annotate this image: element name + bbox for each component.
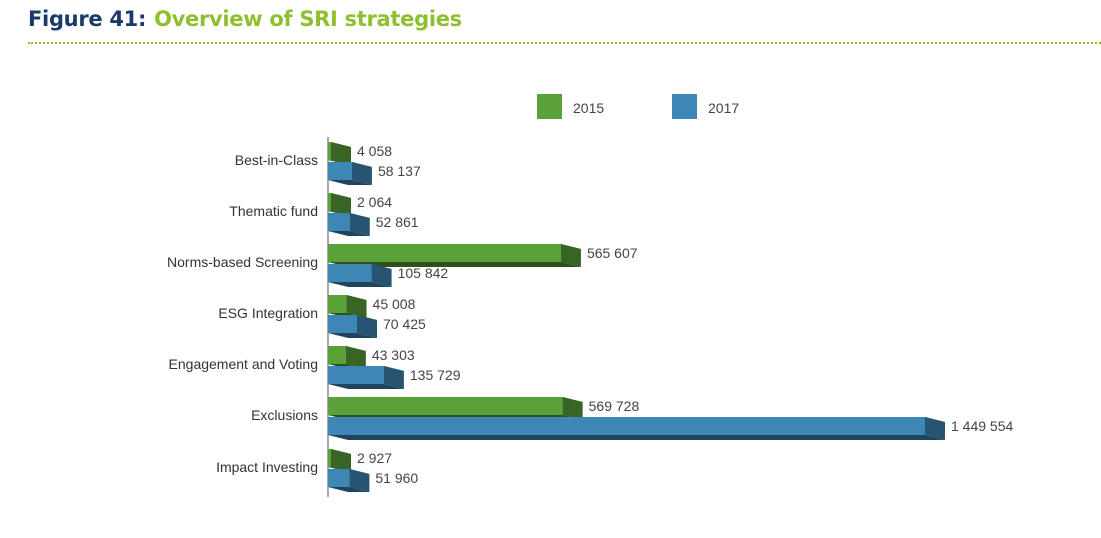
value-label-2015: 45 008 xyxy=(373,296,416,312)
bar-2015 xyxy=(328,244,581,267)
category-label: Impact Investing xyxy=(216,459,318,475)
value-label-2015: 43 303 xyxy=(372,347,415,363)
bar-2015 xyxy=(328,193,351,216)
figure-title: Overview of SRI strategies xyxy=(154,7,462,31)
legend-label-2017: 2017 xyxy=(708,100,739,116)
value-label-2017: 51 960 xyxy=(375,470,418,486)
bar-2017 xyxy=(328,366,404,389)
value-label-2017: 52 861 xyxy=(376,214,419,230)
value-label-2015: 565 607 xyxy=(587,245,638,261)
value-label-2017: 135 729 xyxy=(410,367,461,383)
bar-2015 xyxy=(328,142,351,165)
value-label-2015: 569 728 xyxy=(589,398,640,414)
value-label-2015: 2 927 xyxy=(357,450,392,466)
category-label: ESG Integration xyxy=(218,305,318,321)
figure-number: Figure 41: xyxy=(28,7,147,31)
value-label-2015: 4 058 xyxy=(357,143,392,159)
category-label: Norms-based Screening xyxy=(167,254,318,270)
value-label-2017: 1 449 554 xyxy=(951,418,1013,434)
bar-2017 xyxy=(328,213,370,236)
bar-2015 xyxy=(328,295,367,318)
dotted-divider xyxy=(28,42,1101,44)
legend-swatch-2017 xyxy=(672,94,697,119)
category-label: Best-in-Class xyxy=(235,152,318,168)
bar-2015 xyxy=(328,346,366,369)
bar-2017 xyxy=(328,469,370,492)
bar-2017 xyxy=(328,162,372,185)
legend-swatch-2015 xyxy=(537,94,562,119)
value-label-2017: 70 425 xyxy=(383,316,426,332)
bar-2015 xyxy=(328,449,351,472)
value-label-2015: 2 064 xyxy=(357,194,392,210)
category-label: Exclusions xyxy=(251,407,318,423)
value-label-2017: 105 842 xyxy=(398,265,449,281)
bar-2015 xyxy=(328,397,583,420)
legend-label-2015: 2015 xyxy=(573,100,604,116)
figure-header: Figure 41: Overview of SRI strategies xyxy=(28,7,462,31)
bar-2017 xyxy=(328,264,392,287)
bar-2017 xyxy=(328,417,945,440)
value-label-2017: 58 137 xyxy=(378,163,421,179)
category-label: Thematic fund xyxy=(229,203,318,219)
category-label: Engagement and Voting xyxy=(169,356,318,372)
bar-2017 xyxy=(328,315,378,338)
